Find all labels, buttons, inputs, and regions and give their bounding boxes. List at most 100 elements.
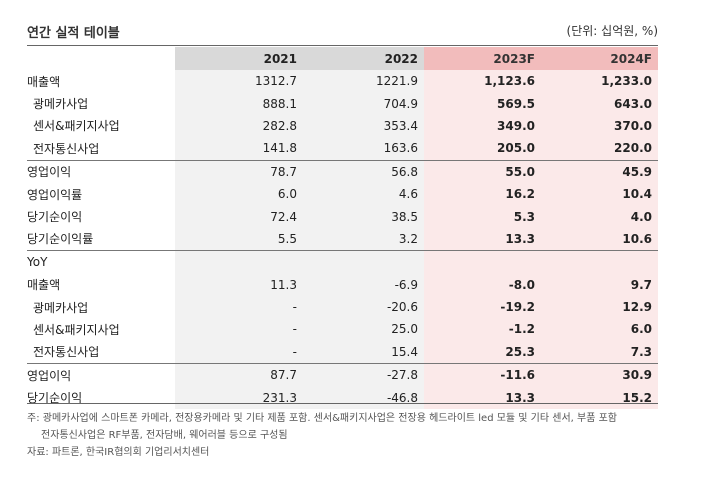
row-label: 영업이익률: [27, 187, 83, 202]
value-cell: 643.0: [541, 92, 658, 115]
value-cell: 56.8: [303, 159, 424, 183]
row-label: 당기순이익: [27, 210, 83, 225]
value-cell: [424, 250, 541, 274]
table-row: 매출액 11.3 -6.9 -8.0 9.7: [27, 273, 658, 296]
value-cell: 87.7: [175, 363, 303, 387]
value-cell: 704.9: [303, 92, 424, 115]
value-cell: -19.2: [424, 295, 541, 319]
row-label: 전자통신사업: [33, 345, 100, 360]
footnote-2: 전자통신사업은 RF부품, 전자담배, 웨어러블 등으로 구성됨: [41, 430, 288, 441]
value-cell: 4.0: [541, 205, 658, 228]
table-row: 매출액 1312.7 1221.9 1,123.6 1,233.0: [27, 70, 658, 93]
header-cell-2022: 2022: [303, 47, 424, 70]
value-cell: 25.3: [424, 340, 541, 364]
source-note: 자료: 파트론, 한국IR협의회 기업리서치센터: [27, 447, 210, 458]
table-row: 광메카사업 888.1 704.9 569.5 643.0: [27, 92, 658, 115]
header-row: 2021 2022 2023F 2024F: [27, 47, 658, 70]
value-cell: -20.6: [303, 295, 424, 319]
value-cell: 1,123.6: [424, 70, 541, 93]
value-cell: [303, 250, 424, 274]
value-cell: 349.0: [424, 114, 541, 138]
value-cell: 1312.7: [175, 70, 303, 93]
table-row: 영업이익 87.7 -27.8 -11.6 30.9: [27, 363, 658, 387]
unit-label: (단위: 십억원, %): [566, 24, 658, 38]
value-cell: 72.4: [175, 205, 303, 228]
footnote-1: 주: 광메카사업에 스마트폰 카메라, 전장용카메라 및 기타 제품 포함. 센…: [27, 413, 617, 424]
value-cell: 4.6: [303, 182, 424, 206]
table-row: 센서&패키지사업 -25.0 -1.2 6.0: [27, 318, 658, 341]
value-cell: 13.3: [424, 227, 541, 251]
value-cell: -: [175, 340, 303, 364]
value-cell: -6.9: [303, 273, 424, 296]
value-cell: 55.0: [424, 159, 541, 183]
value-cell: 38.5: [303, 205, 424, 228]
table-row: 전자통신사업 141.8 163.6 205.0 220.0: [27, 137, 658, 161]
header-cell-label: [27, 47, 175, 70]
financial-table: 2021 2022 2023F 2024F 매출액 1312.7 1221.9 1,1…: [27, 47, 658, 409]
top-rule: [27, 45, 658, 46]
value-cell: 163.6: [303, 137, 424, 161]
value-cell: -: [175, 318, 303, 341]
table-row: YoY: [27, 250, 658, 274]
value-cell: 1221.9: [303, 70, 424, 93]
value-cell: -46.8: [303, 386, 424, 409]
value-cell: [541, 250, 658, 274]
table-row: 영업이익 78.7 56.8 55.0 45.9: [27, 159, 658, 183]
value-cell: -11.6: [424, 363, 541, 387]
value-cell: 6.0: [541, 318, 658, 341]
value-cell: 5.3: [424, 205, 541, 228]
table-row: 센서&패키지사업 282.8 353.4 349.0 370.0: [27, 114, 658, 138]
header-cell-2024f: 2024F: [541, 47, 658, 70]
value-cell: 220.0: [541, 137, 658, 161]
header-cell-2021: 2021: [175, 47, 303, 70]
value-cell: 78.7: [175, 159, 303, 183]
value-cell: 7.3: [541, 340, 658, 364]
row-label: 매출액: [27, 74, 61, 89]
header-cell-2023f: 2023F: [424, 47, 541, 70]
value-cell: 5.5: [175, 227, 303, 251]
value-cell: -27.8: [303, 363, 424, 387]
value-cell: 10.4: [541, 182, 658, 206]
row-label: 센서&패키지사업: [33, 322, 120, 337]
value-cell: 6.0: [175, 182, 303, 206]
value-cell: 30.9: [541, 363, 658, 387]
value-cell: 141.8: [175, 137, 303, 161]
value-cell: 353.4: [303, 114, 424, 138]
value-cell: -8.0: [424, 273, 541, 296]
table-row: 당기순이익률 5.5 3.2 13.3 10.6: [27, 227, 658, 251]
table-row: 당기순이익 72.4 38.5 5.3 4.0: [27, 205, 658, 228]
value-cell: 15.4: [303, 340, 424, 364]
value-cell: 16.2: [424, 182, 541, 206]
row-label: 광메카사업: [33, 97, 89, 112]
row-label: 영업이익: [27, 159, 175, 183]
table-row: 광메카사업 - -20.6 -19.2 12.9: [27, 295, 658, 319]
value-cell: 13.3: [424, 386, 541, 409]
value-cell: 12.9: [541, 295, 658, 319]
bottom-rule: [27, 403, 658, 404]
table-row: 영업이익률 6.0 4.6 16.2 10.4: [27, 182, 658, 206]
value-cell: 1,233.0: [541, 70, 658, 93]
row-label: YoY: [27, 250, 175, 274]
value-cell: 888.1: [175, 92, 303, 115]
row-label: 광메카사업: [33, 300, 89, 315]
value-cell: 282.8: [175, 114, 303, 138]
value-cell: 45.9: [541, 159, 658, 183]
row-label: 센서&패키지사업: [33, 119, 120, 134]
value-cell: 370.0: [541, 114, 658, 138]
value-cell: 11.3: [175, 273, 303, 296]
value-cell: 569.5: [424, 92, 541, 115]
value-cell: 231.3: [175, 386, 303, 409]
value-cell: 10.6: [541, 227, 658, 251]
value-cell: 9.7: [541, 273, 658, 296]
row-label: 당기순이익: [27, 391, 83, 406]
table-title: 연간 실적 테이블: [27, 26, 120, 41]
row-label: 전자통신사업: [33, 141, 100, 156]
table-row: 당기순이익 231.3 -46.8 13.3 15.2: [27, 386, 658, 409]
row-label: 매출액: [27, 278, 61, 293]
row-label: 영업이익: [27, 363, 175, 387]
table-row: 전자통신사업 -15.4 25.3 7.3: [27, 340, 658, 364]
value-cell: 15.2: [541, 386, 658, 409]
value-cell: 205.0: [424, 137, 541, 161]
row-label: 당기순이익률: [27, 232, 94, 247]
value-cell: [175, 250, 303, 274]
